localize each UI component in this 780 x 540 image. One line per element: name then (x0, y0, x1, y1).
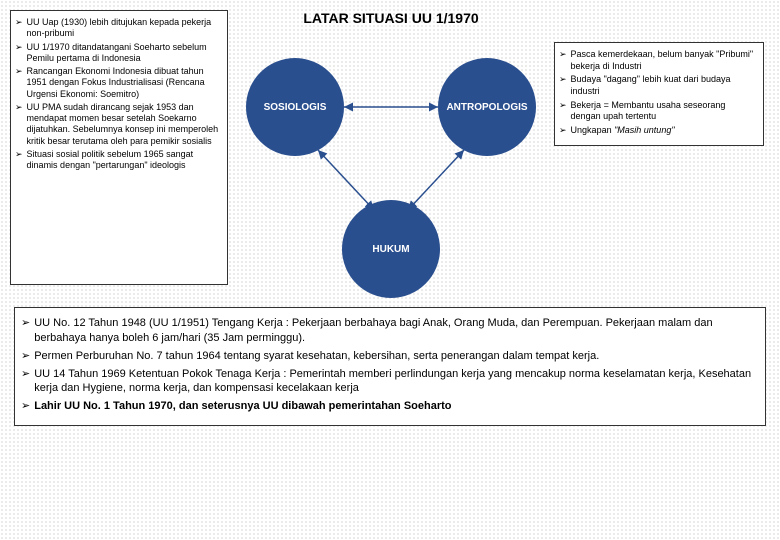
list-item: ➢Rancangan Ekonomi Indonesia dibuat tahu… (15, 66, 221, 100)
node-sosiologis: SOSIOLOGIS (246, 58, 344, 156)
list-item-text: UU PMA sudah dirancang sejak 1953 dan me… (27, 102, 221, 147)
arrow-bullet-icon: ➢ (15, 42, 23, 65)
bottom-box: ➢UU No. 12 Tahun 1948 (UU 1/1951) Tengan… (14, 307, 766, 426)
arrow-bullet-icon: ➢ (559, 125, 567, 137)
arrow-bullet-icon: ➢ (559, 49, 567, 72)
list-item-text: UU Uap (1930) lebih ditujukan kepada pek… (27, 17, 221, 40)
arrow-bullet-icon: ➢ (15, 17, 23, 40)
node-hukum: HUKUM (342, 200, 440, 298)
list-item: ➢UU 14 Tahun 1969 Ketentuan Pokok Tenaga… (21, 367, 757, 397)
diagram-title: LATAR SITUASI UU 1/1970 (236, 10, 546, 26)
node-antropologis: ANTROPOLOGIS (438, 58, 536, 156)
arrow-bullet-icon: ➢ (15, 102, 23, 147)
center-diagram: LATAR SITUASI UU 1/1970 SOSIOLOGIS ANTRO… (236, 10, 546, 285)
right-points-list: ➢Pasca kemerdekaan, belum banyak "Pribum… (559, 49, 757, 137)
list-item: ➢ Ungkapan "Masih untung" (559, 125, 757, 137)
list-item: ➢ Lahir UU No. 1 Tahun 1970, dan seterusn… (21, 399, 757, 414)
list-item: ➢Situasi sosial politik sebelum 1965 san… (15, 149, 221, 172)
list-item-text: Situasi sosial politik sebelum 1965 sang… (27, 149, 221, 172)
left-points-list: ➢UU Uap (1930) lebih ditujukan kepada pe… (15, 17, 221, 171)
bottom-points-list: ➢UU No. 12 Tahun 1948 (UU 1/1951) Tengan… (21, 316, 757, 414)
list-item: ➢UU 1/1970 ditandatangani Soeharto sebel… (15, 42, 221, 65)
arrow-bullet-icon: ➢ (15, 149, 23, 172)
list-item-text: UU 14 Tahun 1969 Ketentuan Pokok Tenaga … (34, 367, 757, 397)
arrow-bullet-icon: ➢ (21, 367, 30, 397)
list-item: ➢Pasca kemerdekaan, belum banyak "Pribum… (559, 49, 757, 72)
list-item: ➢ Permen Perburuhan No. 7 tahun 1964 tent… (21, 349, 757, 364)
list-item-text: UU 1/1970 ditandatangani Soeharto sebelu… (27, 42, 221, 65)
list-item-text: Bekerja = Membantu usaha seseorang denga… (571, 100, 757, 123)
list-item-text: UU No. 12 Tahun 1948 (UU 1/1951) Tengang… (34, 316, 757, 346)
list-item: ➢Bekerja = Membantu usaha seseorang deng… (559, 100, 757, 123)
list-item: ➢UU Uap (1930) lebih ditujukan kepada pe… (15, 17, 221, 40)
arrow-bullet-icon: ➢ (21, 399, 30, 414)
list-item-text: Pasca kemerdekaan, belum banyak "Pribumi… (571, 49, 757, 72)
arrow-bullet-icon: ➢ (15, 66, 23, 100)
arrow-bullet-icon: ➢ (21, 349, 30, 364)
list-item-text: Budaya "dagang" lebih kuat dari budaya i… (571, 74, 757, 97)
left-box: ➢UU Uap (1930) lebih ditujukan kepada pe… (10, 10, 228, 285)
arrow-bullet-icon: ➢ (559, 100, 567, 123)
list-item-text: Lahir UU No. 1 Tahun 1970, dan seterusny… (34, 399, 451, 414)
list-item-text: Rancangan Ekonomi Indonesia dibuat tahun… (27, 66, 221, 100)
list-item: ➢UU PMA sudah dirancang sejak 1953 dan m… (15, 102, 221, 147)
right-box: ➢Pasca kemerdekaan, belum banyak "Pribum… (554, 42, 764, 146)
list-item-text: Ungkapan "Masih untung" (571, 125, 675, 137)
list-item: ➢UU No. 12 Tahun 1948 (UU 1/1951) Tengan… (21, 316, 757, 346)
list-item-text: Permen Perburuhan No. 7 tahun 1964 tenta… (34, 349, 599, 364)
list-item: ➢Budaya "dagang" lebih kuat dari budaya … (559, 74, 757, 97)
arrow-bullet-icon: ➢ (21, 316, 30, 346)
arrow-bullet-icon: ➢ (559, 74, 567, 97)
